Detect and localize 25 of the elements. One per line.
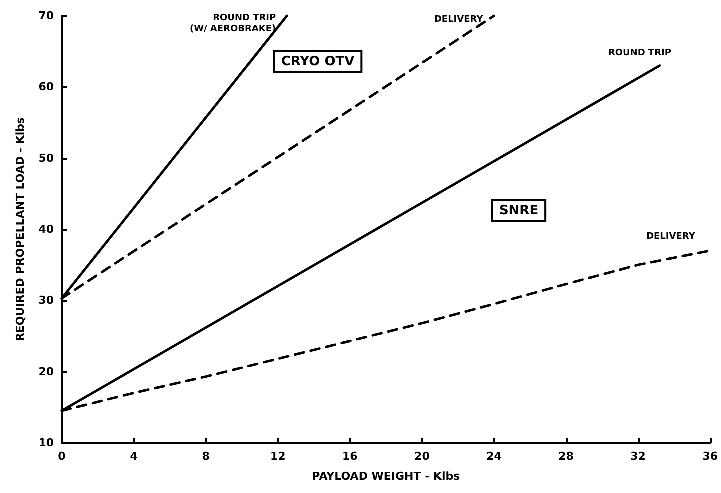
x-tick-label: 20 (414, 450, 430, 463)
y-tick-label: 70 (38, 10, 54, 22)
x-axis-title: PAYLOAD WEIGHT - Klbs (312, 470, 461, 483)
y-tick-label: 50 (38, 152, 54, 165)
x-tick-label: 28 (558, 450, 574, 463)
x-tick-label: 8 (202, 450, 210, 463)
x-tick-label: 32 (630, 450, 646, 463)
x-tick-label: 24 (486, 450, 502, 463)
x-tick-label: 4 (130, 450, 138, 463)
annotation: CRYO OTV (281, 54, 355, 70)
series-label: ROUND TRIP (W/ AEROBRAKE) (190, 14, 277, 34)
series-label: DELIVERY (646, 232, 696, 242)
series-label: DELIVERY (434, 15, 484, 25)
x-tick-label: 36 (702, 450, 718, 463)
series-label: ROUND TRIP (608, 48, 672, 58)
y-axis-title: REQUIRED PROPELLANT LOAD - Klbs (14, 117, 27, 342)
y-tick-label: 60 (38, 80, 54, 94)
y-tick-label: 20 (38, 365, 54, 378)
x-tick-label: 12 (270, 450, 286, 463)
annotation: SNRE (499, 204, 539, 218)
x-tick-label: 0 (58, 450, 66, 463)
y-tick-label: 40 (38, 223, 54, 236)
y-tick-label: 30 (38, 294, 54, 308)
x-tick-label: 16 (342, 450, 358, 463)
y-tick-label: 10 (38, 436, 54, 450)
